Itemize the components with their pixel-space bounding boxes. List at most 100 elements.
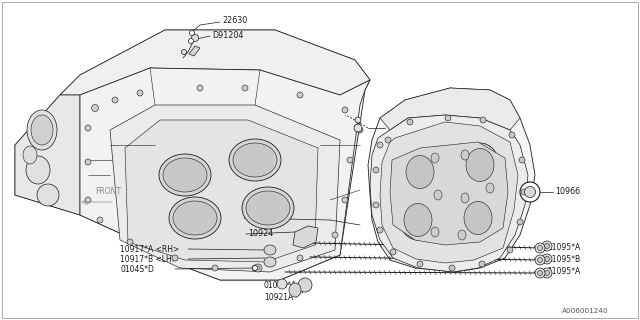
Ellipse shape	[264, 257, 276, 267]
Polygon shape	[293, 226, 318, 248]
Polygon shape	[60, 30, 370, 95]
Circle shape	[172, 255, 178, 261]
Circle shape	[252, 265, 258, 271]
Text: A006001240: A006001240	[562, 308, 609, 314]
Polygon shape	[368, 88, 535, 272]
Circle shape	[189, 38, 193, 44]
Circle shape	[342, 107, 348, 113]
Ellipse shape	[163, 158, 207, 192]
Text: 11095*A: 11095*A	[547, 244, 580, 252]
Polygon shape	[370, 115, 528, 272]
Circle shape	[212, 265, 218, 271]
Circle shape	[480, 117, 486, 123]
Circle shape	[242, 85, 248, 91]
Polygon shape	[15, 30, 370, 280]
Circle shape	[445, 115, 451, 121]
Polygon shape	[380, 122, 518, 263]
Circle shape	[197, 85, 203, 91]
Circle shape	[525, 187, 536, 197]
Circle shape	[97, 217, 103, 223]
Circle shape	[538, 258, 543, 262]
Circle shape	[407, 119, 413, 125]
Polygon shape	[80, 68, 370, 280]
Ellipse shape	[229, 139, 281, 181]
Circle shape	[355, 117, 361, 123]
Circle shape	[542, 254, 552, 264]
Text: 10917*B <LH>: 10917*B <LH>	[120, 254, 178, 263]
Circle shape	[542, 241, 552, 251]
Circle shape	[347, 157, 353, 163]
Circle shape	[535, 255, 545, 265]
Circle shape	[332, 232, 338, 238]
Ellipse shape	[460, 198, 496, 238]
Ellipse shape	[461, 150, 469, 160]
Text: 10966: 10966	[555, 187, 580, 196]
Text: 11095*A: 11095*A	[547, 268, 580, 276]
Ellipse shape	[169, 197, 221, 239]
Circle shape	[342, 197, 348, 203]
Text: 11095*B: 11095*B	[547, 255, 580, 265]
Circle shape	[538, 245, 543, 251]
Circle shape	[520, 182, 540, 202]
Text: FRONT: FRONT	[95, 188, 121, 196]
Ellipse shape	[461, 143, 499, 187]
Ellipse shape	[486, 183, 494, 193]
Ellipse shape	[246, 191, 290, 225]
Circle shape	[354, 124, 362, 132]
Ellipse shape	[242, 187, 294, 229]
Ellipse shape	[173, 201, 217, 235]
Circle shape	[538, 270, 543, 276]
Polygon shape	[390, 142, 508, 245]
Text: 25240: 25240	[388, 122, 413, 131]
Circle shape	[297, 255, 303, 261]
Circle shape	[517, 219, 523, 225]
Text: 10921A: 10921A	[264, 293, 293, 302]
Circle shape	[92, 105, 99, 111]
Ellipse shape	[461, 193, 469, 203]
Ellipse shape	[400, 200, 436, 240]
Text: D91204: D91204	[212, 30, 243, 39]
Ellipse shape	[37, 184, 59, 206]
Circle shape	[85, 197, 91, 203]
Ellipse shape	[431, 227, 439, 237]
Ellipse shape	[289, 283, 301, 297]
Circle shape	[85, 125, 91, 131]
Polygon shape	[380, 88, 520, 130]
Polygon shape	[125, 120, 318, 262]
Circle shape	[182, 50, 186, 54]
Circle shape	[385, 137, 391, 143]
Text: 11044: 11044	[246, 212, 271, 221]
Circle shape	[545, 244, 550, 249]
Circle shape	[449, 265, 455, 271]
Circle shape	[542, 268, 552, 278]
Circle shape	[535, 268, 545, 278]
Text: 0104S*D: 0104S*D	[120, 265, 154, 274]
Circle shape	[479, 261, 485, 267]
Circle shape	[357, 127, 363, 133]
Circle shape	[390, 249, 396, 255]
Ellipse shape	[431, 153, 439, 163]
Circle shape	[377, 227, 383, 233]
Circle shape	[507, 247, 513, 253]
Circle shape	[521, 189, 527, 195]
Ellipse shape	[406, 156, 434, 188]
Circle shape	[253, 266, 257, 270]
Circle shape	[535, 243, 545, 253]
Ellipse shape	[233, 143, 277, 177]
Circle shape	[377, 142, 383, 148]
Circle shape	[519, 157, 525, 163]
Polygon shape	[110, 105, 340, 272]
Ellipse shape	[404, 204, 432, 236]
Text: 10917*A <RH>: 10917*A <RH>	[120, 244, 179, 253]
Text: 22630: 22630	[222, 15, 247, 25]
Ellipse shape	[27, 110, 57, 150]
Circle shape	[297, 92, 303, 98]
Text: 0104S*A: 0104S*A	[263, 282, 296, 291]
Polygon shape	[15, 95, 80, 215]
Circle shape	[417, 261, 423, 267]
Polygon shape	[189, 46, 200, 56]
Circle shape	[256, 266, 260, 270]
Ellipse shape	[264, 245, 276, 255]
Ellipse shape	[434, 190, 442, 200]
Circle shape	[191, 35, 198, 42]
